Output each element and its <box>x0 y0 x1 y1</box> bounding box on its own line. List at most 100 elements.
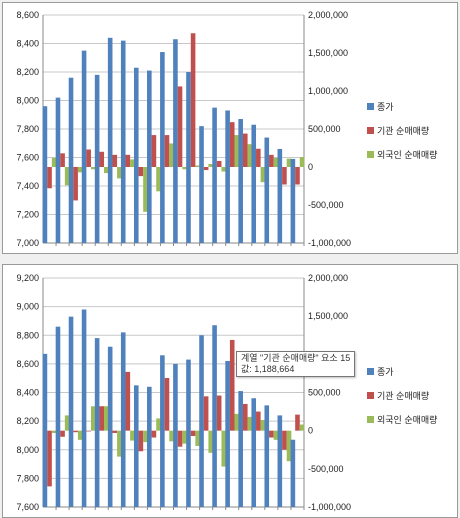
bar-foreign[interactable] <box>299 157 305 167</box>
bar-close[interactable] <box>173 39 178 243</box>
bar-institution[interactable] <box>190 33 196 168</box>
chart-panel-bottom[interactable]: 7,600 7,800 8,000 8,200 8,400 8,600 8,800 9,000… <box>2 264 458 518</box>
bar-institution[interactable] <box>269 430 274 438</box>
bar-foreign[interactable] <box>221 167 227 172</box>
bar-institution[interactable] <box>151 430 157 438</box>
bar-close[interactable] <box>68 77 74 243</box>
bar-foreign[interactable] <box>286 430 292 462</box>
bar-institution[interactable] <box>256 148 261 167</box>
bar-close[interactable] <box>107 37 113 243</box>
bar-institution[interactable] <box>164 377 170 431</box>
bar-close[interactable] <box>81 50 87 243</box>
bar-foreign[interactable] <box>234 135 240 167</box>
bar-close[interactable] <box>147 70 152 243</box>
bar-close[interactable] <box>55 326 61 507</box>
bar-close[interactable] <box>225 110 230 243</box>
bar-close[interactable] <box>199 126 204 243</box>
bar-institution[interactable] <box>138 167 144 177</box>
bar-foreign[interactable] <box>273 430 279 440</box>
bar-foreign[interactable] <box>247 416 253 431</box>
bar-institution[interactable] <box>282 430 287 450</box>
bar-foreign[interactable] <box>182 430 187 444</box>
bar-foreign[interactable] <box>208 163 214 167</box>
bar-foreign[interactable] <box>208 430 214 453</box>
bar-foreign[interactable] <box>260 167 266 183</box>
bar-foreign[interactable] <box>221 430 227 467</box>
bar-close[interactable] <box>55 97 61 244</box>
bar-foreign[interactable] <box>299 424 305 431</box>
bar-foreign[interactable] <box>143 167 148 212</box>
chart-top[interactable]: 7,000 7,200 7,400 7,600 7,800 8,000 8,200 8,400… <box>3 3 457 253</box>
bar-institution[interactable] <box>282 167 287 185</box>
bar-close[interactable] <box>173 363 178 507</box>
bar-institution[interactable] <box>256 411 261 431</box>
bar-institution[interactable] <box>138 430 144 452</box>
bar-institution[interactable] <box>99 151 105 167</box>
bar-institution[interactable] <box>295 414 300 431</box>
bar-close[interactable] <box>264 405 270 507</box>
bar-close[interactable] <box>133 67 139 243</box>
bar-close[interactable] <box>81 309 87 507</box>
bar-close[interactable] <box>42 353 48 507</box>
bar-foreign[interactable] <box>117 167 122 179</box>
bar-institution[interactable] <box>203 396 209 431</box>
chart-bottom[interactable]: 7,600 7,800 8,000 8,200 8,400 8,600 8,800 9,000… <box>3 265 457 517</box>
bar-institution[interactable] <box>295 167 300 185</box>
bar-institution[interactable] <box>73 167 78 201</box>
bar-institution[interactable] <box>47 430 52 487</box>
bar-foreign[interactable] <box>182 167 187 170</box>
bar-close[interactable] <box>290 158 296 243</box>
bar-close[interactable] <box>120 40 126 244</box>
bar-institution[interactable] <box>151 135 157 167</box>
bar-institution[interactable] <box>190 430 196 437</box>
bar-foreign[interactable] <box>247 144 253 167</box>
bar-foreign[interactable] <box>117 430 122 457</box>
bar-close[interactable] <box>264 137 270 243</box>
bar-close[interactable] <box>147 386 152 507</box>
bar-institution[interactable] <box>112 154 118 167</box>
bar-institution[interactable] <box>229 122 235 167</box>
bar-close[interactable] <box>186 359 191 507</box>
bar-close[interactable] <box>277 148 283 243</box>
bar-foreign[interactable] <box>156 167 161 192</box>
bar-institution[interactable] <box>242 403 248 431</box>
bar-institution[interactable] <box>229 339 235 431</box>
bar-foreign[interactable] <box>169 430 174 442</box>
bar-foreign[interactable] <box>77 430 83 440</box>
bar-foreign[interactable] <box>130 430 135 441</box>
bar-foreign[interactable] <box>195 430 200 446</box>
bar-foreign[interactable] <box>104 406 109 431</box>
bar-close[interactable] <box>290 439 296 507</box>
bar-institution[interactable] <box>73 430 78 433</box>
bar-institution[interactable] <box>242 133 248 167</box>
bar-institution[interactable] <box>177 86 183 167</box>
bar-foreign[interactable] <box>143 430 148 443</box>
bar-foreign[interactable] <box>90 167 96 170</box>
bar-close[interactable] <box>212 325 217 507</box>
bar-foreign[interactable] <box>77 167 83 173</box>
bar-institution[interactable] <box>60 430 65 437</box>
bar-institution[interactable] <box>269 154 274 167</box>
bar-institution[interactable] <box>177 430 183 447</box>
bar-institution[interactable] <box>125 371 131 431</box>
bar-foreign[interactable] <box>64 415 70 431</box>
bar-close[interactable] <box>94 338 100 507</box>
bar-close[interactable] <box>160 52 165 243</box>
bar-institution[interactable] <box>47 167 52 189</box>
bar-institution[interactable] <box>60 153 65 167</box>
bar-institution[interactable] <box>112 430 118 433</box>
bar-close[interactable] <box>42 106 48 243</box>
bar-close[interactable] <box>68 316 74 507</box>
bar-foreign[interactable] <box>104 167 109 174</box>
bar-foreign[interactable] <box>51 157 57 167</box>
bar-institution[interactable] <box>216 160 222 167</box>
bar-close[interactable] <box>120 332 126 507</box>
bar-close[interactable] <box>251 124 257 243</box>
bar-close[interactable] <box>133 385 139 507</box>
bar-foreign[interactable] <box>234 413 240 431</box>
bar-close[interactable] <box>212 107 217 243</box>
bar-institution[interactable] <box>203 167 209 171</box>
bar-close[interactable] <box>251 398 257 507</box>
bar-close[interactable] <box>107 346 113 507</box>
bar-foreign[interactable] <box>90 406 96 431</box>
